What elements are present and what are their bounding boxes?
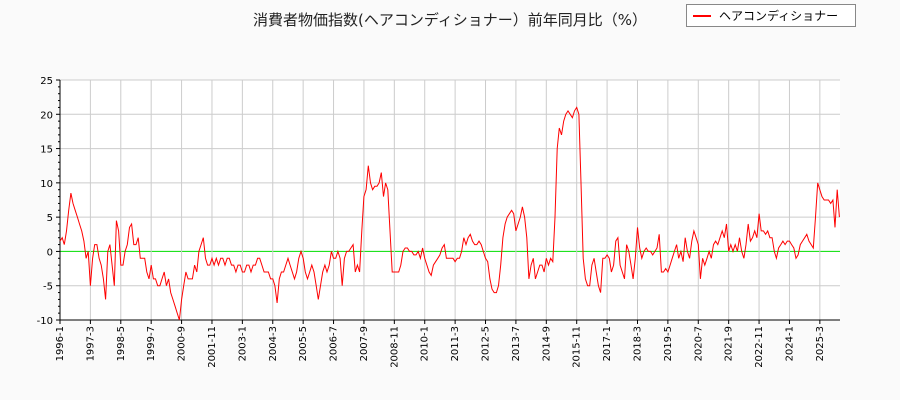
y-tick-label: -10 <box>37 316 53 327</box>
chart-title: 消費者物価指数(ヘアコンディショナー）前年同月比（%） <box>252 11 648 29</box>
y-tick-label: 25 <box>40 76 53 87</box>
x-tick-label: 1997-3 <box>85 326 96 361</box>
legend-label: ヘアコンディショナー <box>719 9 839 23</box>
y-tick-label: 15 <box>40 145 53 156</box>
x-tick-label: 2019-5 <box>663 326 674 361</box>
legend-swatch <box>693 14 711 17</box>
x-tick-label: 2018-3 <box>632 326 643 361</box>
x-tick-label: 2022-11 <box>754 326 765 368</box>
x-tick-label: 2024-1 <box>784 326 795 361</box>
x-tick-label: 2003-1 <box>237 326 248 361</box>
series-line <box>59 106 840 321</box>
x-tick-label: 2007-9 <box>359 326 370 361</box>
x-tick-label: 1999-7 <box>146 326 157 361</box>
x-tick-label: 1996-1 <box>55 326 66 361</box>
x-tick-label: 2006-7 <box>329 326 340 361</box>
x-tick-label: 2011-3 <box>450 326 461 361</box>
x-tick-label: 2012-5 <box>481 326 492 361</box>
y-tick-label: 5 <box>47 213 53 224</box>
x-tick-label: 2000-9 <box>177 326 188 361</box>
x-tick-label: 2025-3 <box>815 326 826 361</box>
x-tick-label: 2001-11 <box>207 326 218 368</box>
x-tick-label: 2010-1 <box>420 326 431 361</box>
x-tick-label: 2008-11 <box>389 326 400 368</box>
y-tick-label: 10 <box>40 179 53 190</box>
x-tick-label: 2021-9 <box>724 326 735 361</box>
x-tick-label: 2017-1 <box>602 326 613 361</box>
x-tick-label: 2020-7 <box>693 326 704 361</box>
plot-background <box>60 80 840 320</box>
y-tick-label: 20 <box>40 110 53 121</box>
x-tick-label: 2005-5 <box>298 326 309 361</box>
y-tick-label: -5 <box>43 282 53 293</box>
x-tick-label: 2013-7 <box>511 326 522 361</box>
x-tick-label: 1998-5 <box>116 326 127 361</box>
x-tick-label: 2014-9 <box>541 326 552 361</box>
x-tick-label: 2015-11 <box>572 326 583 368</box>
y-tick-label: 0 <box>47 247 53 258</box>
x-tick-label: 2004-3 <box>268 326 279 361</box>
legend: ヘアコンディショナー <box>686 4 856 27</box>
